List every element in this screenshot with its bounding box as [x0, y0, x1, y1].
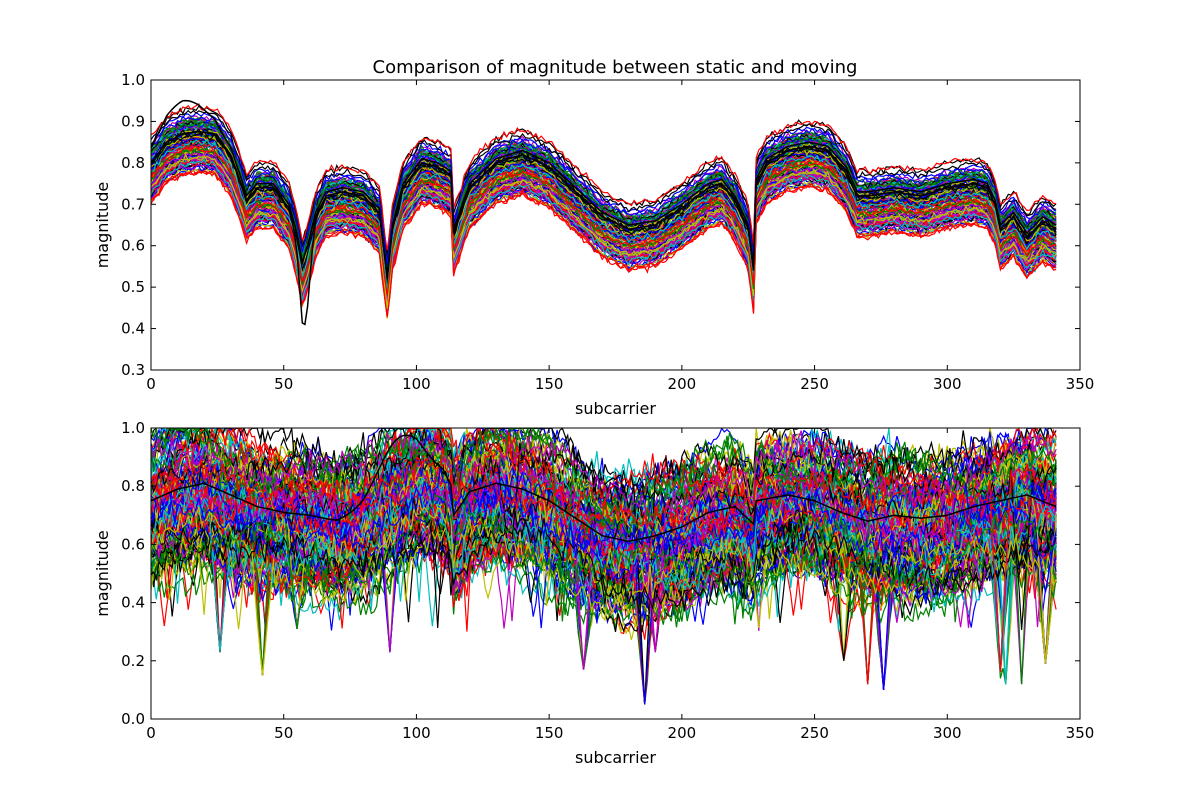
series-line [151, 102, 1057, 251]
y-tick-label: 0.8 [121, 154, 145, 172]
x-tick-label: 100 [402, 724, 431, 742]
top-subplot: 0 50 100 150 200 250 300 350 0.3 0.4 0.5 0.6 0.7 0.8 0… [93, 71, 1094, 418]
series-line [151, 447, 1057, 673]
x-tick-label: 350 [1066, 724, 1095, 742]
highlight-series-line [151, 131, 1057, 326]
x-tick-label: 0 [146, 375, 156, 393]
series-line [151, 138, 1057, 293]
series-line [151, 465, 1057, 629]
y-tick-label: 0.4 [121, 320, 145, 338]
x-tick-label: 150 [535, 724, 564, 742]
y-tick-label: 0.5 [121, 278, 145, 296]
series-line [151, 443, 1057, 664]
series-line [151, 518, 1057, 615]
x-tick-label: 250 [800, 724, 829, 742]
series-line [151, 492, 1057, 629]
x-tick-label: 250 [800, 375, 829, 393]
series-group [151, 99, 1057, 326]
axes-frame [150, 79, 1081, 371]
y-tick-label: 0.4 [121, 594, 145, 612]
x-axis-label: subcarrier [575, 399, 656, 418]
series-line [151, 428, 1057, 632]
x-tick-label: 200 [668, 724, 697, 742]
y-tick-label: 0.0 [121, 710, 145, 728]
series-line [151, 499, 1057, 676]
series-line [151, 130, 1057, 284]
series-line [151, 158, 1057, 311]
x-tick-label: 150 [535, 375, 564, 393]
y-tick-label: 0.6 [121, 535, 145, 553]
axes-frame [150, 427, 1081, 720]
y-tick-label: 0.7 [121, 195, 145, 213]
y-axis-label: magnitude [93, 182, 112, 269]
series-line [151, 428, 1057, 622]
series-line [151, 467, 1057, 593]
series-line [151, 438, 1057, 685]
series-line [151, 170, 1057, 317]
series-line [151, 477, 1057, 673]
y-tick-label: 1.0 [121, 71, 145, 89]
highlight-series-line [151, 99, 1057, 275]
y-axis-label: magnitude [93, 530, 112, 617]
series-line [151, 490, 1057, 705]
x-tick-label: 200 [668, 375, 697, 393]
x-tick-label: 50 [274, 375, 293, 393]
y-tick-label: 0.9 [121, 112, 145, 130]
series-line [151, 482, 1057, 605]
x-tick-label: 300 [933, 375, 962, 393]
y-tick-label: 1.0 [121, 419, 145, 437]
series-line [151, 428, 1057, 536]
series-line [151, 109, 1057, 258]
y-tick-label: 0.6 [121, 237, 145, 255]
bottom-subplot: 0 50 100 150 200 250 300 350 0.0 0.2 0.4 0.6 0.8 1.0 s… [93, 419, 1094, 767]
x-tick-label: 350 [1066, 375, 1095, 393]
series-line [151, 432, 1057, 561]
series-group [151, 428, 1057, 705]
series-line [151, 115, 1057, 266]
y-tick-label: 0.2 [121, 652, 145, 670]
series-line [151, 145, 1057, 295]
highlight-series-line [151, 434, 1057, 543]
x-tick-label: 300 [933, 724, 962, 742]
x-tick-label: 100 [402, 375, 431, 393]
chart-title: Comparison of magnitude between static a… [373, 57, 858, 78]
x-tick-label: 0 [146, 724, 156, 742]
x-tick-label: 50 [274, 724, 293, 742]
x-axis-label: subcarrier [575, 748, 656, 767]
series-line [151, 430, 1057, 653]
y-tick-label: 0.3 [121, 361, 145, 379]
y-tick-label: 0.8 [121, 477, 145, 495]
series-line [151, 152, 1057, 309]
series-line [151, 428, 1057, 619]
